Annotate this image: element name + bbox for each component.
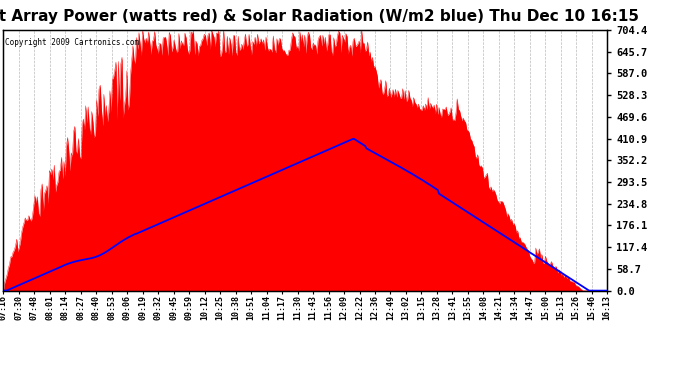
Text: Copyright 2009 Cartronics.com: Copyright 2009 Cartronics.com [5, 38, 139, 47]
Text: East Array Power (watts red) & Solar Radiation (W/m2 blue) Thu Dec 10 16:15: East Array Power (watts red) & Solar Rad… [0, 9, 639, 24]
